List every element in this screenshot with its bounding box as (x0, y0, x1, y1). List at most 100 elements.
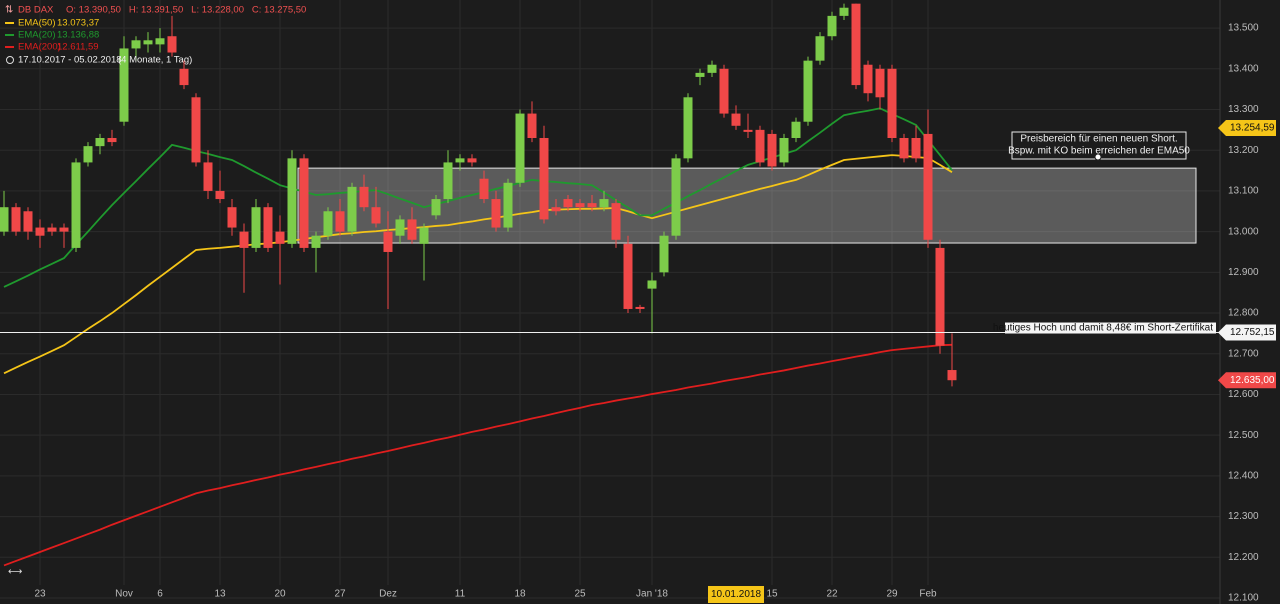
candle-body (71, 162, 81, 248)
candle-body (107, 138, 117, 143)
x-tick-label: 13 (214, 589, 226, 600)
annotation-anchor (1094, 153, 1102, 161)
candle-body (431, 199, 441, 216)
candle-body (935, 247, 945, 346)
candle-body (863, 64, 873, 94)
candle-body (791, 121, 801, 138)
candle-body (743, 129, 753, 132)
candle-body (647, 280, 657, 289)
candle-body (683, 97, 693, 159)
annotation-text: Bspw. mit KO beim erreichen der EMA50 (1008, 146, 1190, 157)
ema-layer (3, 107, 953, 567)
x-tick-label: 25 (574, 589, 586, 600)
y-tick-label: 12.700 (1228, 348, 1259, 359)
x-tick-label: 23 (34, 589, 46, 600)
candle-body (815, 36, 825, 61)
ohlc-label: O: 13.390,50 H: 13.391,50 L: 13.228,00 C… (66, 5, 306, 16)
candle-body (371, 207, 381, 224)
legend-value: 13.136,88 (57, 30, 99, 41)
clock-icon (6, 56, 14, 64)
legend: ⇅ DB DAX O: 13.390,50 H: 13.391,50 L: 13… (5, 5, 306, 66)
candle-body (515, 113, 525, 183)
candle-body (923, 133, 933, 240)
candle-body (239, 231, 249, 248)
legend-name: EMA(200) (18, 42, 61, 53)
candle-body (443, 162, 453, 200)
candle-layer (0, 3, 957, 387)
candle-body (335, 211, 345, 232)
candle-body (287, 158, 297, 244)
price-tag (1218, 372, 1276, 389)
candle-body (695, 72, 705, 77)
candle-body (179, 68, 189, 86)
candle-body (0, 207, 9, 232)
candle-body (551, 207, 561, 212)
legend-name: EMA(50) (18, 18, 55, 29)
annotation-layer: heutiges Hoch und damit 8,48€ im Short-Z… (0, 119, 1276, 603)
candle-body (623, 243, 633, 309)
ema-line (3, 154, 953, 375)
price-tag-label: 12.635,00 (1230, 375, 1275, 386)
candle-body (779, 138, 789, 163)
x-tick-label: 29 (886, 589, 898, 600)
candle-body (563, 199, 573, 208)
range-note: (4 Monate, 1 Tag) (118, 55, 192, 66)
y-tick-label: 12.100 (1228, 593, 1259, 604)
legend-value: 12.611,59 (57, 42, 99, 53)
x-tick-label: 18 (514, 589, 526, 600)
high-line-note: heutiges Hoch und damit 8,48€ im Short-Z… (993, 323, 1213, 334)
candle-body (659, 235, 669, 273)
candle-body (839, 7, 849, 16)
note-box (1005, 322, 1216, 334)
candle-body (731, 113, 741, 126)
candle-body (323, 211, 333, 236)
range-label: 17.10.2017 - 05.02.2018 (18, 55, 122, 66)
candle-body (455, 158, 465, 163)
y-tick-label: 12.900 (1228, 267, 1259, 278)
candle-body (395, 219, 405, 236)
candle-body (275, 231, 285, 244)
x-tick-label: Jan '18 (636, 589, 668, 600)
candle-body (947, 370, 957, 381)
candle-body (479, 178, 489, 200)
candle-body (227, 207, 237, 228)
candle-body (467, 158, 477, 163)
candle-body (299, 158, 309, 248)
symbol-icon: ⇅ (5, 5, 13, 16)
candle-body (767, 133, 777, 167)
x-tick-label: 11 (455, 589, 466, 600)
candle-body (131, 40, 141, 49)
price-tag (1218, 324, 1276, 341)
candle-body (203, 162, 213, 191)
candle-body (899, 138, 909, 159)
candle-body (347, 186, 357, 232)
y-tick-label: 12.200 (1228, 552, 1259, 563)
candle-body (155, 38, 165, 45)
candle-body (911, 138, 921, 159)
candle-body (827, 15, 837, 37)
x-tick-label: 20 (274, 589, 286, 600)
y-tick-label: 12.800 (1228, 308, 1259, 319)
y-tick-label: 13.400 (1228, 63, 1259, 74)
scroll-icon[interactable]: ⟷ (8, 567, 22, 578)
candle-body (803, 60, 813, 122)
y-tick-label: 13.300 (1228, 104, 1259, 115)
candle-body (407, 219, 417, 240)
candle-body (671, 158, 681, 236)
x-tick-label: Nov (115, 589, 133, 600)
y-tick-label: 12.300 (1228, 511, 1259, 522)
candle-body (719, 68, 729, 114)
candle-body (47, 227, 57, 232)
x-tick-label: 15 (766, 589, 778, 600)
legend-value: 13.073,37 (57, 18, 99, 29)
candle-body (263, 207, 273, 248)
candle-body (215, 190, 225, 200)
candle-body (635, 306, 645, 309)
x-tick-label: 6 (157, 589, 163, 600)
candle-body (851, 3, 861, 86)
candle-body (875, 68, 885, 98)
